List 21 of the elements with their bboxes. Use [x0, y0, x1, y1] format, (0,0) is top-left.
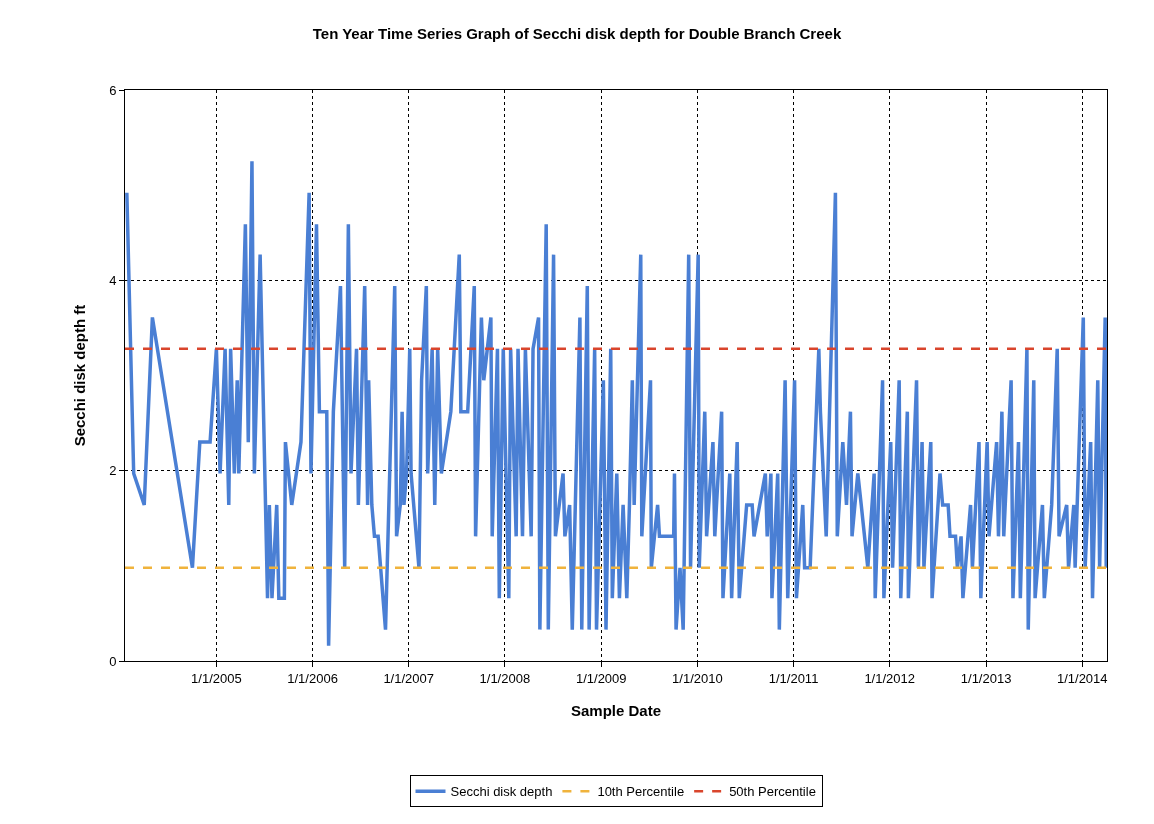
x-axis-title: Sample Date: [570, 702, 662, 719]
x-tick-label: 1/1/2011: [768, 670, 819, 686]
legend-label: Secchi disk depth: [450, 784, 553, 800]
y-axis-title: Secchi disk depth ft: [71, 304, 88, 447]
x-tick-label: 1/1/2007: [383, 670, 434, 686]
x-tick-label: 1/1/2014: [1056, 670, 1108, 686]
y-tick-label: 4: [109, 272, 117, 288]
x-tick-label: 1/1/2013: [960, 670, 1012, 686]
x-tick-label: 1/1/2010: [672, 670, 723, 686]
y-tick-label: 0: [109, 653, 117, 669]
chart-title: Ten Year Time Series Graph of Secchi disk depth for Double Branch Creek: [312, 25, 842, 43]
legend-label: 10th Percentile: [597, 784, 685, 800]
y-tick-label: 2: [109, 463, 117, 479]
y-tick-label: 6: [109, 82, 117, 98]
x-tick-label: 1/1/2012: [864, 670, 915, 686]
line-series: [125, 159, 1107, 648]
legend-label: 50th Percentile: [729, 784, 816, 800]
x-tick-label: 1/1/2006: [287, 670, 338, 686]
x-tick-label: 1/1/2009: [575, 670, 627, 686]
x-tick-label: 1/1/2005: [191, 670, 242, 686]
x-tick-label: 1/1/2008: [479, 670, 531, 686]
